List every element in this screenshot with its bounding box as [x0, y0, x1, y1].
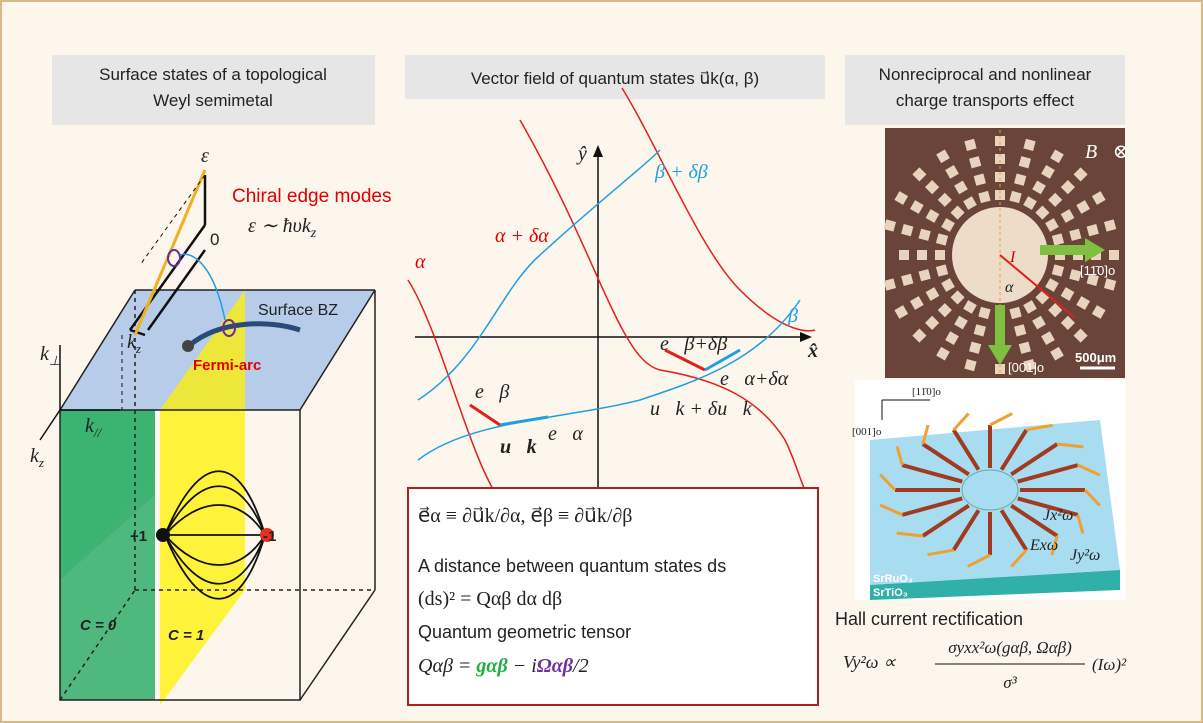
electrode [935, 250, 945, 260]
label: [11̄0]o [1080, 263, 1115, 278]
panel-title: charge transports effect [896, 91, 1075, 110]
label: e⃗α [548, 423, 583, 445]
label: [001]o [852, 426, 882, 438]
arc-end [182, 340, 194, 352]
label: B⃗⊗ [1085, 141, 1130, 163]
label: u⃗k [500, 436, 537, 458]
box-line: Quantum geometric tensor [418, 622, 631, 642]
green-plane [60, 410, 155, 700]
figure: Surface states of a topological Weyl sem… [0, 0, 1203, 723]
label: C = 0 [80, 617, 117, 634]
label: β [787, 305, 798, 327]
center-hole [962, 470, 1018, 510]
label: e⃗α+δα [720, 368, 789, 390]
box-line: (ds)² = Qαβ dα dβ [418, 588, 562, 610]
label: I⃗ [1009, 249, 1028, 266]
label: SrTiO₃ [873, 587, 908, 599]
formula: σ³ [1003, 673, 1017, 692]
label: ŷ [576, 143, 587, 165]
electrode [917, 250, 927, 260]
label: Surface BZ [258, 302, 338, 319]
label: Chiral edge modes [232, 186, 391, 207]
label: Hall current rectification [835, 609, 1023, 629]
label: [11̄0]o [912, 386, 941, 398]
label: ε [201, 145, 209, 167]
label: α + δα [495, 225, 549, 247]
label: Jy²ω [1070, 547, 1100, 564]
label: -1 [263, 528, 276, 545]
panel-title: Surface states of a topological [99, 65, 327, 84]
panel-title: Nonreciprocal and nonlinear [879, 65, 1092, 84]
label: α [1005, 279, 1014, 296]
label: x̂ [807, 340, 818, 362]
label: e⃗β [475, 381, 509, 403]
label: 500μm [1075, 350, 1116, 365]
label: Fermi-arc [193, 357, 261, 374]
label: u⃗k + δu⃗k [650, 398, 753, 420]
formula: σyxx²ω(gαβ, Ωαβ) [948, 638, 1072, 657]
panel-title: Vector field of quantum states u⃗k(α, β) [471, 69, 759, 88]
electrode [899, 250, 909, 260]
label: +1 [130, 528, 147, 545]
label: α [415, 251, 426, 273]
label: β + δβ [654, 161, 708, 183]
label: Exω [1029, 537, 1058, 554]
label: C = 1 [168, 627, 204, 644]
label: SrRuO₃ [873, 573, 913, 585]
box-line: A distance between quantum states ds [418, 556, 726, 576]
box-line: Qαβ = gαβ − iΩαβ/2 [418, 655, 589, 677]
label: e⃗β+δβ [660, 333, 727, 355]
label: 0 [210, 230, 219, 249]
label: Jx²ω [1043, 507, 1073, 524]
label: [001]o [1008, 360, 1044, 375]
electrode [1109, 250, 1119, 260]
formula: Vy²ω ∝ [843, 652, 897, 672]
formula: (Iω)² [1092, 655, 1127, 674]
weyl-node [156, 528, 170, 542]
panel-title: Weyl semimetal [153, 91, 273, 110]
box-line: e⃗α ≡ ∂u⃗k/∂α, e⃗β ≡ ∂u⃗k/∂β [418, 505, 632, 527]
